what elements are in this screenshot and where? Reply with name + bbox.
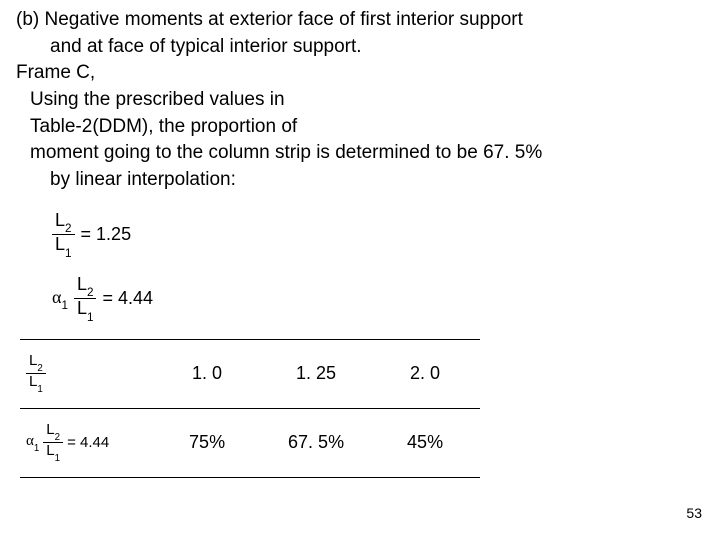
cell-r1c1: 1. 0: [152, 339, 262, 408]
r1-den-sub: 1: [37, 384, 42, 395]
interpolation-table: L2 L1 1. 0 1. 25 2. 0 α1 L2 L1 =: [20, 339, 480, 478]
equation-ratio: L2 L1 = 1.25: [52, 211, 704, 259]
r2-num: L: [46, 421, 54, 438]
table-row: L2 L1 1. 0 1. 25 2. 0: [20, 339, 480, 408]
line-5: Table-2(DDM), the proportion of: [16, 115, 704, 140]
cell-r2c2: 67. 5%: [262, 408, 370, 477]
cell-r1c3: 2. 0: [370, 339, 480, 408]
frac-den-sub: 1: [65, 247, 72, 260]
line-2: and at face of typical interior support.: [16, 35, 704, 60]
page-number: 53: [686, 504, 702, 522]
line-1: (b) Negative moments at exterior face of…: [16, 8, 704, 33]
eq1-rhs: = 1.25: [81, 223, 132, 246]
table-row: α1 L2 L1 = 4.44 75% 67. 5% 45%: [20, 408, 480, 477]
frac-num-sym: L: [55, 210, 65, 230]
row2-header: α1 L2 L1 = 4.44: [20, 408, 152, 477]
frac-num-sub: 2: [65, 222, 72, 235]
fraction-l2-l1-b: L2 L1: [74, 275, 97, 323]
slide-body: (b) Negative moments at exterior face of…: [0, 0, 720, 478]
cell-r2c1: 75%: [152, 408, 262, 477]
equation-alpha: α1 L2 L1 = 4.44: [52, 275, 704, 323]
frac2-den-sub: 1: [87, 311, 94, 324]
cell-r1c2: 1. 25: [262, 339, 370, 408]
r2-alpha: α: [26, 433, 34, 449]
r2-num-sub: 2: [55, 432, 60, 443]
line-3: Frame C,: [16, 61, 704, 86]
cell-r2c3: 45%: [370, 408, 480, 477]
r2-eq: = 4.44: [67, 433, 109, 453]
frac-den-sym: L: [55, 234, 65, 254]
row1-header: L2 L1: [20, 339, 152, 408]
line-7: by linear interpolation:: [16, 168, 704, 193]
eq2-rhs: = 4.44: [102, 287, 153, 310]
line-4: Using the prescribed values in: [16, 88, 704, 113]
fraction-l2-l1: L2 L1: [52, 211, 75, 259]
formula-block: L2 L1 = 1.25 α1 L2 L1 = 4.44: [16, 211, 704, 323]
r2-den-sub: 1: [55, 453, 60, 464]
frac2-num-sub: 2: [87, 286, 94, 299]
frac2-den-sym: L: [77, 298, 87, 318]
r2-alpha-sub: 1: [34, 443, 39, 454]
alpha-sub: 1: [61, 299, 68, 312]
frac2-num-sym: L: [77, 274, 87, 294]
r1-num-sub: 2: [37, 363, 42, 374]
line-6: moment going to the column strip is dete…: [16, 141, 704, 166]
r2-den: L: [46, 442, 54, 459]
